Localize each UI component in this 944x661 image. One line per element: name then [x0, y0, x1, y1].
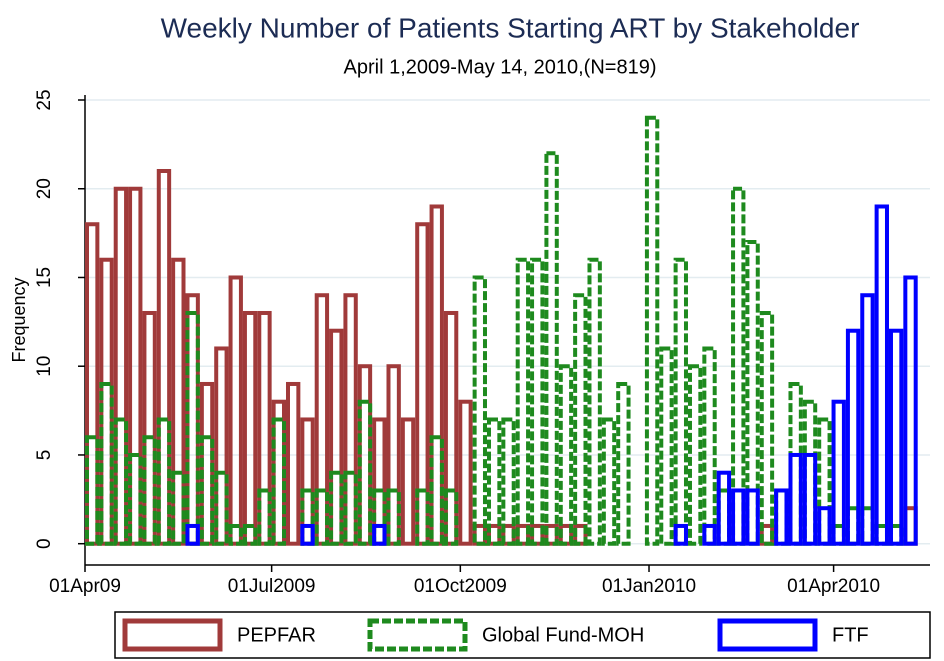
x-tick-label: 01Jan2010: [602, 576, 696, 597]
bar: [702, 523, 717, 546]
bar: [357, 399, 373, 546]
bar: [616, 381, 631, 546]
x-tick-label: 01Apr2010: [787, 576, 880, 597]
bar: [443, 488, 459, 546]
bar: [731, 186, 746, 546]
bar: [788, 452, 803, 546]
bar: [458, 399, 473, 546]
bar: [515, 257, 531, 546]
bar: [644, 115, 660, 546]
bar: [860, 293, 875, 546]
bar: [845, 328, 861, 546]
bar: [731, 488, 746, 546]
legend-swatch: [717, 618, 818, 652]
bar: [128, 452, 143, 546]
bar: [716, 470, 732, 546]
bar: [486, 417, 502, 546]
bar: [587, 257, 602, 546]
chart-title: Weekly Number of Patients Starting ART b…: [161, 12, 860, 43]
bar: [817, 506, 832, 546]
bar: [903, 275, 918, 546]
bar: [759, 310, 775, 546]
x-tick-label: 01Oct2009: [414, 576, 507, 597]
legend-label: PEPFAR: [237, 624, 316, 646]
bar: [156, 417, 172, 546]
bar: [300, 523, 315, 546]
bar: [285, 381, 301, 546]
y-tick-label: 20: [34, 178, 55, 199]
bar: [472, 275, 487, 546]
bar: [329, 470, 344, 546]
bar: [242, 310, 258, 546]
bar: [530, 257, 545, 546]
y-tick-label: 15: [34, 267, 55, 288]
y-tick-label: 10: [34, 356, 55, 377]
x-tick-label: 01Jul2009: [228, 576, 316, 597]
bar: [314, 488, 330, 546]
bar: [228, 275, 243, 546]
legend-swatch: [367, 618, 468, 652]
bar: [745, 488, 760, 546]
bar: [85, 435, 100, 546]
bar: [659, 346, 674, 546]
bar: [142, 435, 157, 546]
bar: [185, 523, 200, 546]
bar: [386, 488, 401, 546]
y-axis-label: Frequency: [9, 277, 29, 362]
bar: [774, 488, 789, 546]
legend-label: FTF: [832, 624, 869, 646]
bar: [271, 417, 286, 546]
x-tick-label: 01Apr09: [49, 576, 121, 597]
y-tick-label: 5: [34, 450, 55, 461]
chart-subtitle: April 1,2009-May 14, 2010,(N=819): [344, 56, 657, 78]
legend-label: Global Fund-MOH: [482, 624, 644, 646]
bar: [257, 488, 272, 546]
bar: [199, 435, 215, 546]
bar: [673, 523, 688, 546]
legend-swatch: [122, 618, 223, 652]
bar: [601, 417, 617, 546]
bar: [673, 257, 688, 546]
bar: [99, 381, 114, 546]
bar: [415, 488, 430, 546]
y-tick-label: 0: [34, 538, 55, 549]
bar: [113, 417, 129, 546]
bar: [558, 364, 574, 546]
bar: [544, 151, 559, 546]
bar: [400, 417, 416, 546]
bar: [372, 523, 387, 546]
y-tick-label: 25: [34, 89, 55, 110]
bar: [802, 452, 818, 546]
bar: [702, 346, 717, 546]
bar: [343, 470, 358, 546]
bar: [429, 435, 444, 546]
bar: [888, 328, 904, 546]
bar: [171, 470, 186, 546]
bar: [501, 417, 516, 546]
bar: [573, 293, 588, 546]
bar: [242, 523, 258, 546]
bar: [228, 523, 243, 546]
bar: [874, 204, 889, 546]
bar: [214, 470, 229, 546]
bar: [831, 399, 846, 546]
bar: [687, 364, 703, 546]
